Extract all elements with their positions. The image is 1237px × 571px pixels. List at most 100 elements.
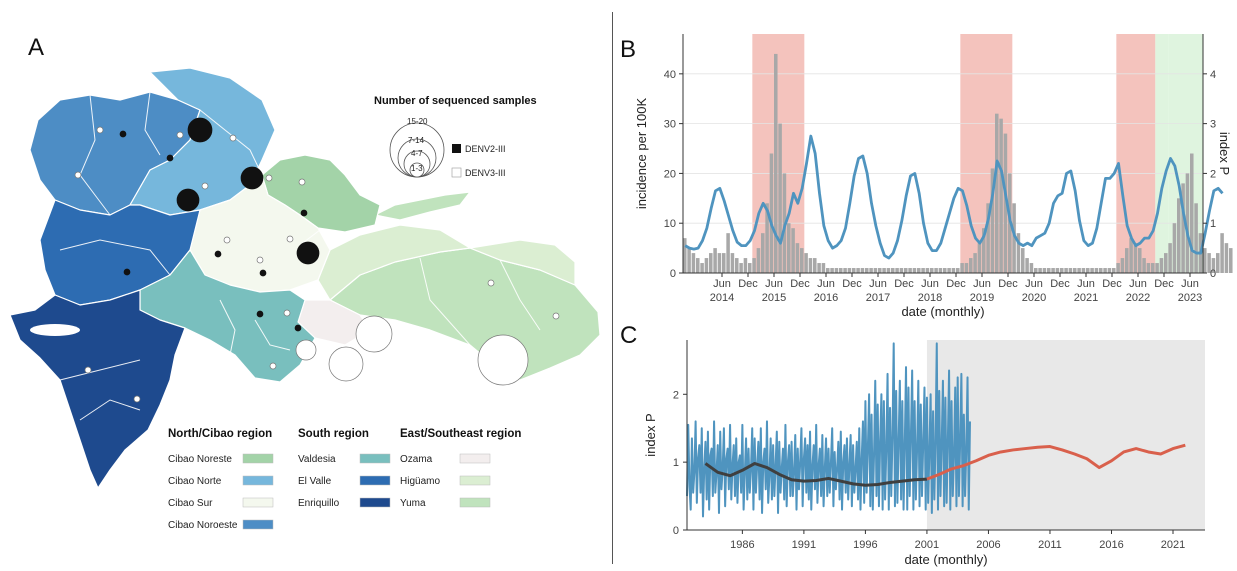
- incidence-bar: [1151, 263, 1155, 273]
- legend-label: Yuma: [400, 498, 426, 509]
- legend-header-0: North/Cibao region: [168, 428, 272, 440]
- y-tick-label: 10: [664, 218, 676, 230]
- incidence-bar: [1034, 268, 1038, 273]
- incidence-bar: [804, 253, 808, 273]
- incidence-bar: [709, 253, 713, 273]
- incidence-bar: [821, 263, 826, 273]
- incidence-bar: [1207, 253, 1211, 273]
- sample-circle: [229, 134, 237, 142]
- region-yuma-peninsula: [374, 191, 471, 221]
- legend-swatch: [242, 453, 274, 464]
- x-tick-label: 2011: [1038, 539, 1062, 551]
- sample-circle: [214, 250, 222, 258]
- lineage-swatch-denv2: [452, 144, 461, 153]
- incidence-bar: [1185, 173, 1190, 273]
- incidence-bar: [1107, 268, 1112, 273]
- sample-circle: [283, 309, 291, 317]
- legend-label: Higüamo: [400, 476, 440, 487]
- region-higuamo: [317, 224, 471, 301]
- incidence-bar: [769, 153, 774, 273]
- incidence-bar: [683, 238, 687, 273]
- region-higuamo-east: [469, 239, 576, 286]
- incidence-bar: [687, 248, 691, 273]
- x-tick-label: 2006: [976, 539, 1000, 551]
- incidence-bar: [951, 268, 956, 273]
- legend-label: Enriquillo: [298, 498, 340, 509]
- x-tick-label: Dec: [790, 278, 810, 290]
- size-legend-circles: [389, 122, 445, 178]
- x-tick-label: Dec: [946, 278, 966, 290]
- y2-tick-label: 4: [1210, 69, 1216, 81]
- x-tick-label: Dec: [1102, 278, 1122, 290]
- sample-circle: [355, 315, 393, 353]
- incidence-bar: [977, 243, 982, 273]
- incidence-bar: [1081, 268, 1086, 273]
- incidence-bar: [756, 248, 761, 273]
- incidence-bar: [739, 263, 743, 273]
- incidence-bar: [778, 123, 782, 273]
- panel-divider: [612, 12, 613, 564]
- x-tick-label: Jun: [1025, 278, 1043, 290]
- lineage-label-denv3: DENV3-III: [465, 168, 506, 178]
- y-tick-label: 30: [664, 119, 676, 131]
- incidence-bar: [1047, 268, 1051, 273]
- legend-swatch: [459, 475, 491, 486]
- x-tick-label: Dec: [1154, 278, 1174, 290]
- incidence-bar: [1220, 233, 1224, 273]
- sample-circle: [328, 346, 364, 382]
- incidence-bar: [869, 268, 873, 273]
- legend-label: Ozama: [400, 454, 433, 465]
- y-axis-label: index P: [643, 413, 658, 456]
- incidence-bar: [830, 268, 834, 273]
- incidence-bar: [899, 268, 904, 273]
- y-tick-label: 1: [673, 457, 679, 469]
- incidence-bar: [761, 233, 765, 273]
- sample-circle: [256, 310, 264, 318]
- incidence-bar: [1133, 243, 1138, 273]
- legend-header-1: South region: [298, 428, 369, 440]
- incidence-bar: [960, 263, 964, 273]
- x-tick-label: Jun: [973, 278, 991, 290]
- index-p-line: [686, 342, 971, 518]
- incidence-bar: [752, 258, 756, 273]
- x-year-label: 2022: [1126, 292, 1150, 304]
- incidence-bar: [1164, 253, 1168, 273]
- size-label-15-20: 15-20: [407, 117, 428, 126]
- sample-circle: [119, 130, 127, 138]
- region-legend: North/Cibao region Cibao Noreste Cibao Nor…: [168, 428, 521, 531]
- sample-circle: [269, 362, 277, 370]
- lineage-label-denv2: DENV2-III: [465, 144, 506, 154]
- incidence-bar: [1229, 248, 1233, 273]
- incidence-bar: [795, 243, 800, 273]
- legend-swatch: [359, 497, 391, 508]
- incidence-bar: [1090, 268, 1094, 273]
- incidence-bar: [1125, 248, 1129, 273]
- size-legend-title: Number of sequenced samples: [374, 95, 537, 107]
- incidence-bar: [878, 268, 882, 273]
- incidence-bar: [995, 113, 999, 274]
- incidence-bar: [986, 203, 990, 273]
- panel-label-c: C: [620, 322, 638, 349]
- incidence-bar: [904, 268, 908, 273]
- x-tick-label: Dec: [738, 278, 758, 290]
- incidence-bar: [1203, 248, 1207, 273]
- y-tick-label: 2: [673, 389, 679, 401]
- sample-circle: [123, 268, 131, 276]
- chart-b: 0 10 20 30 40 0 1 2 3 4 Jun Dec Jun Dec Jun Dec Jun Dec Ju…: [634, 34, 1233, 319]
- sample-circle: [552, 312, 560, 320]
- legend-header-2: East/Southeast region: [400, 428, 521, 440]
- sample-circle: [166, 154, 174, 162]
- incidence-bar: [921, 268, 925, 273]
- incidence-bar: [1120, 258, 1125, 273]
- incidence-bar: [700, 263, 704, 273]
- region-map: [9, 67, 601, 489]
- sample-circle: [74, 171, 82, 179]
- incidence-bar: [1211, 258, 1216, 273]
- incidence-bar: [947, 268, 951, 273]
- x-year-label: 2018: [918, 292, 942, 304]
- incidence-bar: [726, 233, 730, 273]
- incidence-bar: [1086, 268, 1090, 273]
- incidence-bar: [990, 168, 995, 273]
- incidence-bar: [925, 268, 930, 273]
- sample-circle: [259, 269, 267, 277]
